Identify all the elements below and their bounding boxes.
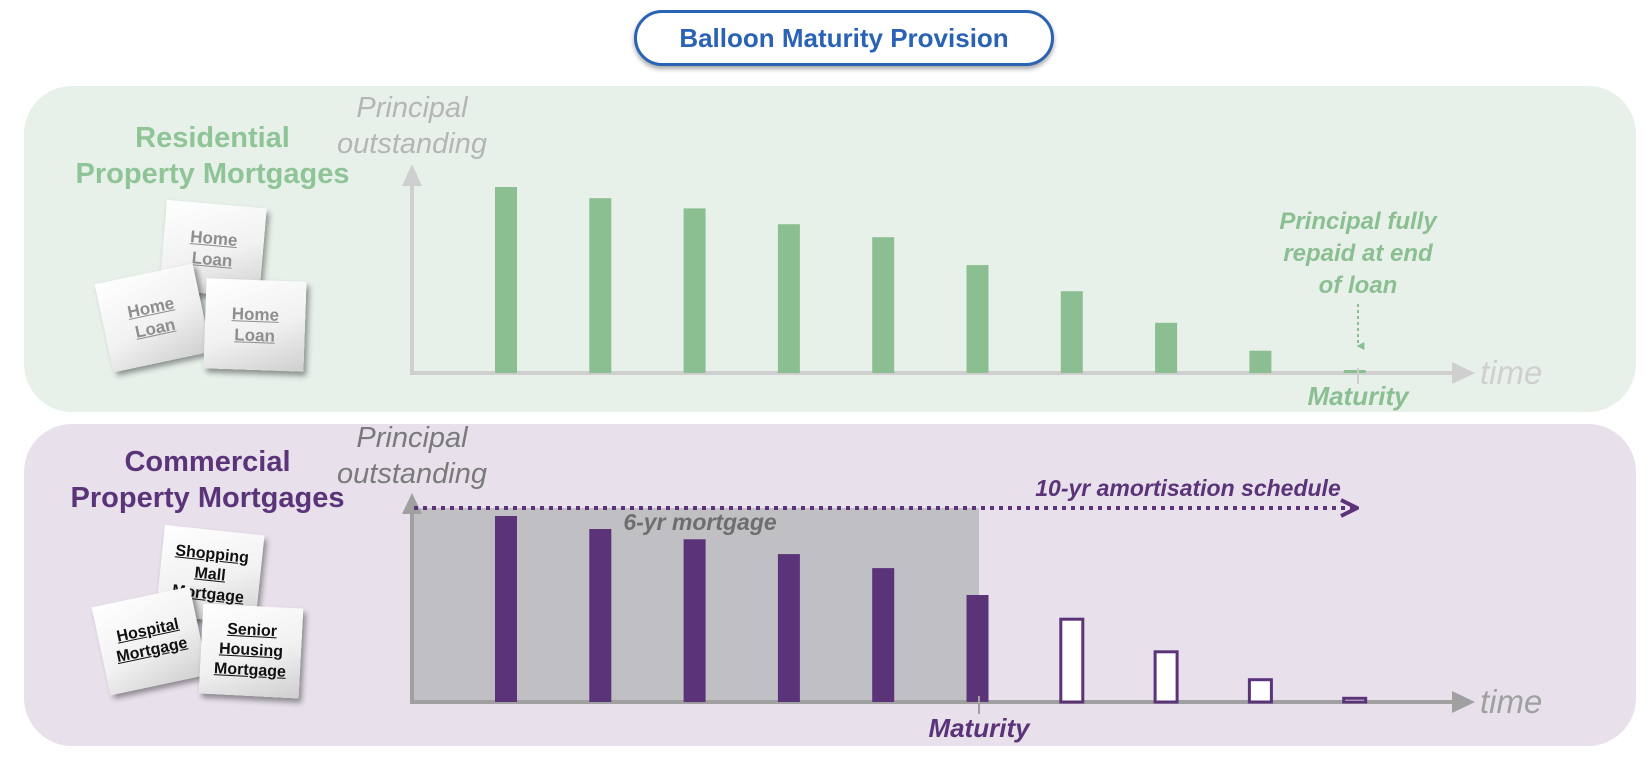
- residential-bar-9: [1249, 350, 1272, 373]
- residential-bar-7: [1060, 291, 1083, 373]
- six-year-term-label: 6-yr mortgage: [623, 509, 777, 535]
- commercial-bar-2: [589, 529, 612, 702]
- residential-y-axis-arrow: [402, 164, 422, 186]
- residential-annotation-line-1: Principal fully: [1279, 208, 1438, 235]
- residential-y-label-line-2: outstanding: [337, 128, 487, 160]
- residential-bar-6: [966, 265, 989, 373]
- commercial-title: Commercial Property Mortgages: [55, 444, 360, 516]
- commercial-bar-8: [1153, 650, 1179, 704]
- commercial-bar-9: [1247, 678, 1273, 704]
- commercial-bar-6: [966, 595, 989, 702]
- commercial-bar-5: [872, 568, 895, 702]
- commercial-y-label-line-2: outstanding: [337, 458, 487, 490]
- residential-annotation-line-3: of loan: [1319, 272, 1398, 299]
- residential-title-line-2: Property Mortgages: [75, 158, 350, 190]
- commercial-bar-7: [1059, 617, 1085, 704]
- residential-title: Residential Property Mortgages: [60, 120, 365, 192]
- residential-bar-5: [872, 237, 895, 373]
- residential-y-label-line-1: Principal: [356, 92, 468, 124]
- title-text: Balloon Maturity Provision: [679, 22, 1009, 53]
- commercial-title-line-2: Property Mortgages: [70, 482, 345, 514]
- commercial-y-label-line-1: Principal: [356, 422, 468, 454]
- commercial-x-axis-arrow: [1452, 691, 1475, 713]
- commercial-maturity-label: Maturity: [928, 713, 1031, 743]
- residential-bar-8: [1155, 322, 1178, 373]
- commercial-x-axis-label: time: [1480, 683, 1542, 720]
- commercial-bar-1: [495, 516, 517, 702]
- commercial-bar-4: [777, 554, 800, 702]
- residential-bar-4: [777, 224, 800, 373]
- commercial-y-axis-label: Principal outstanding: [332, 420, 492, 492]
- commercial-bar-10: [1342, 696, 1368, 704]
- residential-bar-10: [1343, 370, 1366, 373]
- title-badge: Balloon Maturity Provision: [634, 10, 1054, 66]
- residential-bar-1: [495, 187, 517, 373]
- residential-maturity-label: Maturity: [1307, 381, 1410, 411]
- residential-x-axis-arrow: [1452, 362, 1475, 384]
- commercial-bar-3: [683, 539, 706, 703]
- residential-bar-2: [589, 198, 612, 373]
- residential-y-axis-label: Principal outstanding: [332, 90, 492, 162]
- amortisation-schedule-label: 10-yr amortisation schedule: [1035, 475, 1341, 501]
- residential-annotation-line-2: repaid at end: [1283, 240, 1434, 267]
- commercial-y-axis-arrow: [402, 493, 422, 514]
- residential-bar-3: [683, 208, 706, 373]
- residential-x-axis-label: time: [1480, 354, 1542, 391]
- commercial-title-line-1: Commercial: [124, 446, 291, 478]
- residential-title-line-1: Residential: [135, 122, 290, 154]
